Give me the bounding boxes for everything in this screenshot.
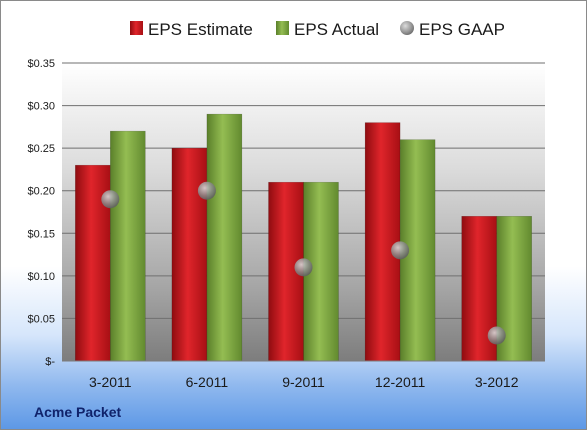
- y-tick-label: $0.15: [27, 228, 55, 240]
- bar-eps-estimate: [364, 122, 401, 362]
- legend-swatch-actual: [276, 21, 289, 35]
- legend-label-estimate: EPS Estimate: [148, 20, 253, 39]
- y-tick-label: $0.25: [27, 143, 55, 155]
- gaap-markers: [101, 181, 506, 345]
- x-tick-label: 3-2011: [89, 374, 132, 390]
- marker-eps-gaap: [487, 326, 506, 345]
- x-tick-label: 9-2011: [282, 374, 325, 390]
- legend-swatch-estimate: [130, 21, 143, 35]
- y-tick-label: $0.20: [27, 186, 55, 198]
- legend-label-actual: EPS Actual: [294, 20, 379, 39]
- marker-eps-gaap: [391, 241, 410, 260]
- bar-eps-actual: [206, 113, 243, 362]
- marker-eps-gaap: [294, 258, 313, 277]
- legend: EPS Estimate EPS Actual EPS GAAP: [130, 20, 505, 39]
- x-tick-label: 3-2012: [475, 374, 519, 390]
- x-axis: 3-2011 6-2011 9-2011 12-2011 3-2012: [89, 374, 519, 390]
- bar-eps-actual: [110, 130, 146, 362]
- y-tick-label: $0.30: [27, 101, 55, 113]
- y-tick-label: $0.10: [27, 271, 55, 283]
- x-tick-label: 6-2011: [186, 374, 229, 390]
- company-name: Acme Packet: [34, 404, 122, 420]
- legend-label-gaap: EPS GAAP: [419, 20, 505, 39]
- y-tick-label: $0.05: [27, 313, 55, 325]
- legend-swatch-gaap: [400, 21, 414, 35]
- marker-eps-gaap: [197, 181, 216, 200]
- y-tick-label: $-: [45, 356, 55, 368]
- x-tick-label: 12-2011: [375, 374, 426, 390]
- y-tick-label: $0.35: [27, 58, 55, 70]
- bar-eps-estimate: [171, 147, 208, 362]
- y-axis: $- $0.05 $0.10 $0.15 $0.20 $0.25 $0.30 $0.35: [27, 58, 55, 368]
- marker-eps-gaap: [101, 190, 120, 209]
